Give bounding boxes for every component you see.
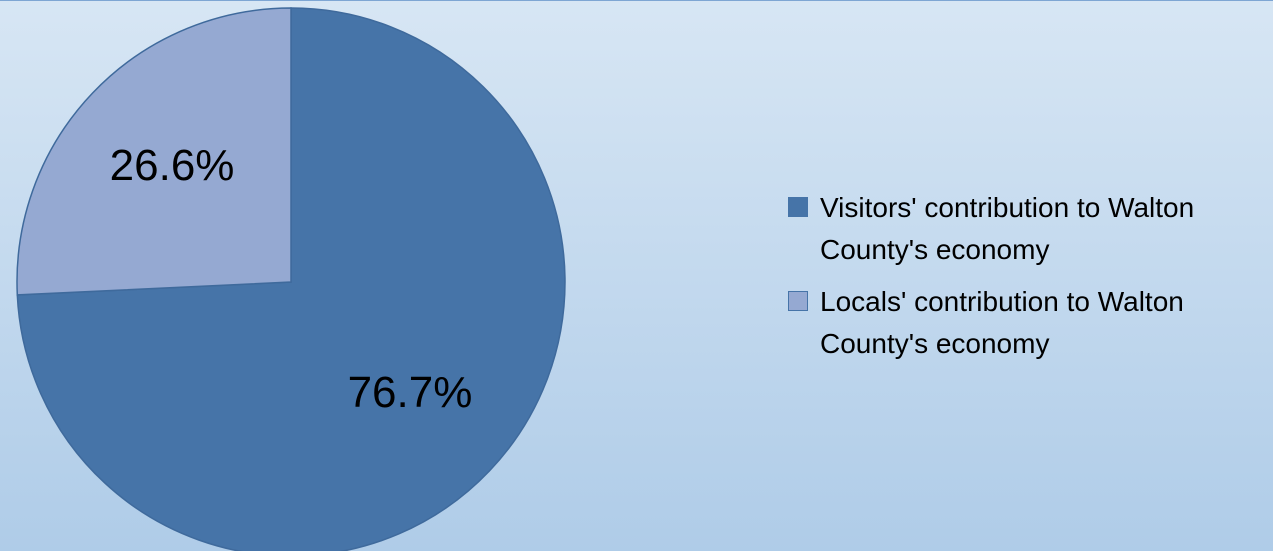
legend: Visitors' contribution to Walton County'…: [788, 187, 1268, 375]
legend-label: Locals' contribution to Walton County's …: [820, 286, 1184, 359]
data-label: 76.7%: [348, 368, 473, 417]
legend-entry: Locals' contribution to Walton County's …: [788, 281, 1268, 365]
legend-swatch: [788, 291, 808, 311]
legend-label: Visitors' contribution to Walton County'…: [820, 192, 1195, 265]
data-label: 26.6%: [110, 141, 235, 190]
legend-swatch: [788, 197, 808, 217]
pie-slice: [16, 7, 292, 296]
legend-entry: Visitors' contribution to Walton County'…: [788, 187, 1268, 271]
